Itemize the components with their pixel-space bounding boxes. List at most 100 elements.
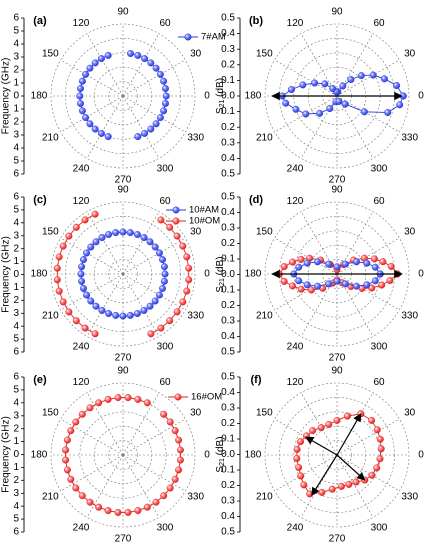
data-point-10#AM: [140, 306, 148, 314]
data-point-7#AM: [156, 70, 164, 78]
angle-tick-label: 240: [73, 522, 90, 533]
radial-tick-label: 0.2: [221, 59, 235, 70]
radial-tick-label: 3: [13, 488, 19, 499]
angle-tick-label: 240: [73, 341, 90, 352]
data-point-10#OM: [59, 242, 67, 250]
grid-ring: [322, 440, 352, 470]
radial-tick-label: 0.3: [221, 137, 235, 148]
radial-tick-label: 3: [13, 230, 19, 241]
data-point-7#AM: [152, 64, 160, 72]
radial-tick-label: 0.5: [221, 169, 235, 180]
angle-tick-label: 330: [401, 311, 418, 322]
angle-tick-label: 240: [287, 341, 304, 352]
data-point-10#AM: [83, 249, 91, 257]
radial-tick-label: 0.1: [221, 434, 235, 445]
data-point-7#AM: [161, 99, 169, 107]
grid-spoke: [60, 237, 124, 275]
data-point-10#OM: [166, 223, 174, 231]
radial-tick-label: 4: [13, 143, 19, 154]
data-point-16#OM: [368, 471, 376, 479]
angle-tick-label: 330: [401, 133, 418, 144]
radial-tick-label: 1: [13, 256, 19, 267]
data-point-10#OM: [297, 255, 305, 263]
angle-tick-label: 300: [371, 341, 388, 352]
data-point-16#OM: [293, 455, 301, 463]
angle-tick-label: 300: [371, 163, 388, 174]
angle-tick-label: 120: [73, 18, 90, 29]
legend-label: 10#AM: [189, 205, 219, 216]
legend-marker: [174, 393, 182, 401]
radial-tick-label: 0.0: [221, 449, 235, 460]
data-point-7#AM: [384, 108, 392, 116]
data-point-16#OM: [72, 484, 80, 492]
data-point-16#OM: [317, 424, 325, 432]
angle-tick-label: 0: [418, 91, 424, 102]
angle-tick-label: 300: [157, 163, 174, 174]
series-line-7#AM: [130, 53, 167, 138]
data-point-7#AM: [287, 86, 295, 94]
radial-tick-label: 0: [13, 449, 19, 460]
angle-tick-label: 330: [187, 311, 204, 322]
data-point-16#OM: [352, 478, 360, 486]
data-point-10#AM: [341, 280, 349, 288]
data-point-7#AM: [147, 125, 155, 133]
data-point-10#AM: [98, 306, 106, 314]
data-point-16#OM: [72, 418, 80, 426]
data-point-7#AM: [282, 99, 290, 107]
grid-ring: [50, 382, 196, 528]
data-point-7#AM: [347, 75, 355, 83]
data-point-10#OM: [183, 253, 191, 261]
radial-tick-label: 5: [13, 385, 19, 396]
data-point-16#OM: [368, 416, 376, 424]
angle-tick-label: 60: [159, 377, 171, 388]
data-point-10#OM: [379, 258, 387, 266]
data-point-16#OM: [134, 395, 142, 403]
radial-tick-label: 4: [13, 501, 19, 512]
data-point-16#OM: [318, 488, 326, 496]
angle-tick-label: 90: [331, 366, 343, 377]
data-point-10#AM: [105, 230, 113, 238]
data-point-10#AM: [341, 260, 349, 268]
data-point-10#AM: [363, 281, 371, 289]
panel-e: 9060300330300270240210180150120654321012…: [1, 366, 223, 545]
data-point-10#AM: [79, 284, 87, 292]
angle-tick-label: 300: [157, 522, 174, 533]
data-point-10#OM: [166, 317, 174, 325]
angle-tick-label: 270: [115, 175, 132, 186]
data-point-10#AM: [155, 249, 163, 257]
data-point-10#AM: [87, 297, 95, 305]
data-point-10#AM: [160, 263, 168, 271]
radial-tick-label: 0.3: [221, 44, 235, 55]
data-point-10#AM: [78, 277, 86, 285]
panel-d: 90603003303002702402101801501200.50.40.3…: [215, 185, 425, 364]
grid-spoke: [60, 454, 124, 492]
data-point-16#OM: [377, 445, 385, 453]
data-point-7#AM: [161, 84, 169, 92]
data-point-16#OM: [67, 427, 75, 435]
data-point-10#OM: [173, 232, 181, 240]
data-point-10#OM: [91, 210, 99, 218]
data-point-10#AM: [353, 282, 361, 290]
grid-ring: [79, 411, 167, 499]
data-point-10#AM: [112, 311, 120, 319]
angle-tick-label: 270: [329, 534, 346, 545]
panel-a: 9060300330300270240210180150120654321012…: [1, 7, 226, 186]
angle-tick-label: 30: [404, 227, 416, 238]
data-point-10#AM: [155, 291, 163, 299]
radial-tick-label: 0.4: [221, 387, 235, 398]
data-point-10#AM: [126, 311, 134, 319]
grid-spoke: [60, 273, 124, 311]
data-point-10#OM: [289, 258, 297, 266]
angle-tick-label: 60: [159, 18, 171, 29]
data-point-10#AM: [126, 229, 134, 237]
angle-tick-label: 150: [42, 49, 59, 60]
direction-arrow: [311, 454, 338, 497]
data-point-7#AM: [147, 59, 155, 67]
radial-tick-label: 2: [13, 117, 19, 128]
data-point-10#AM: [151, 297, 159, 305]
data-point-10#AM: [92, 238, 100, 246]
grid-spoke: [122, 273, 186, 311]
legend-marker: [172, 206, 180, 214]
radial-tick-label: 5: [13, 156, 19, 167]
data-point-10#OM: [55, 253, 63, 261]
